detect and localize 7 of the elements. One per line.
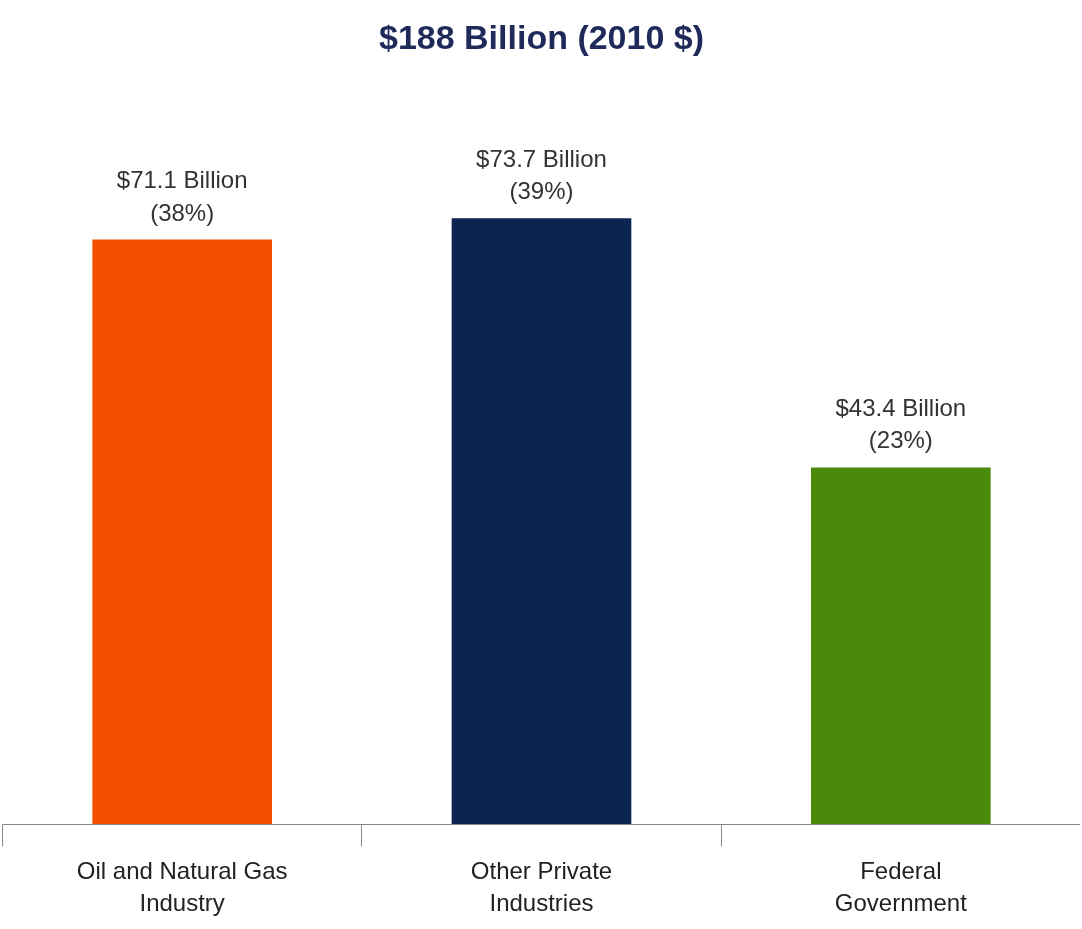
data-label: $43.4 Billion (23%): [835, 394, 967, 454]
x-tick-label: Oil and Natural Gas Industry: [76, 856, 288, 916]
data-label: $73.7 Billion (39%): [476, 144, 607, 205]
data-label: $71.1 Billion (38%): [116, 166, 248, 226]
x-tick-label: Other Private Industries: [470, 856, 613, 916]
chart-title: $188 Billion (2010 $): [378, 17, 705, 56]
x-tick-label: Federal Government: [834, 856, 968, 916]
